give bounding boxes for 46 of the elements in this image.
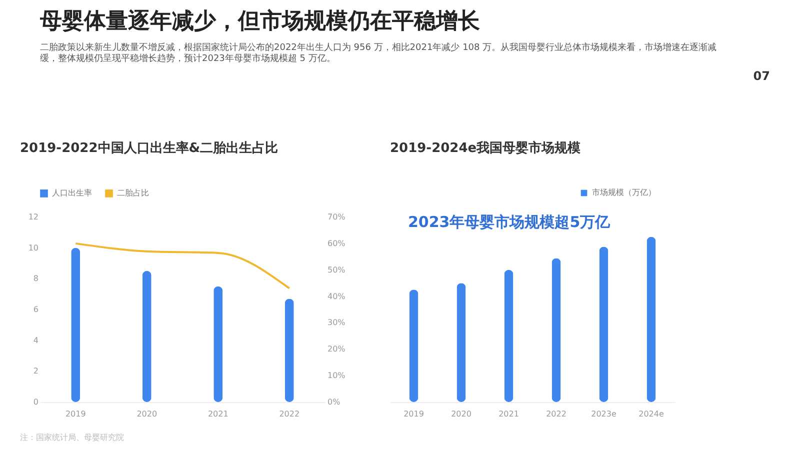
y-tick-label: 12 <box>28 212 38 222</box>
y-tick-label: 4 <box>33 336 38 345</box>
y2-tick-label: 40% <box>328 292 346 301</box>
bar <box>552 258 561 402</box>
y-tick-label: 10 <box>28 243 38 252</box>
x-tick-label: 2021 <box>498 410 519 418</box>
bar <box>142 270 152 402</box>
x-tick-label: 2023e <box>591 410 616 418</box>
bar <box>409 290 418 402</box>
chart-title: 2019-2024e我国母婴市场规模 <box>390 140 581 156</box>
x-tick-label: 2019 <box>65 410 86 418</box>
legend-label: 二胎占比 <box>117 188 149 198</box>
text: 2023年母婴市场规模超5万亿 <box>408 213 612 231</box>
text: 母婴体量逐年减少，但市场规模仍在平稳增长 <box>39 8 481 34</box>
x-tick-label: 2020 <box>136 410 158 418</box>
text: 注：国家统计局、母婴研究院 <box>20 433 124 442</box>
x-tick-label: 2020 <box>451 410 472 418</box>
y-tick-label: 6 <box>33 305 38 314</box>
y2-tick-label: 0% <box>328 398 341 406</box>
y2-tick-label: 70% <box>328 212 346 222</box>
y2-tick-label: 60% <box>328 238 346 248</box>
x-tick-label: 2019 <box>404 410 424 418</box>
line-series <box>74 242 290 290</box>
legend-label: 市场规模（万亿） <box>592 188 656 197</box>
y-tick-label: 0 <box>33 398 38 406</box>
x-tick-label: 2021 <box>208 410 228 418</box>
bar <box>456 283 466 402</box>
bar <box>599 246 608 402</box>
y-tick-label: 2 <box>33 366 38 376</box>
y2-tick-label: 10% <box>328 371 346 380</box>
bar <box>214 286 223 402</box>
y2-tick-label: 20% <box>328 344 346 354</box>
bar <box>646 236 656 402</box>
y-tick-label: 8 <box>33 274 38 284</box>
x-tick-label: 2022 <box>546 410 566 418</box>
legend-label: 人口出生率 <box>52 188 92 198</box>
x-tick-label: 2022 <box>279 410 300 418</box>
text: 07 <box>753 69 770 83</box>
x-tick-label: 2024e <box>638 410 664 418</box>
text: 二胎政策以来新生儿数量不增反减，根据国家统计局公布的2022年出生人口为 956 万，相比2021年减少 108 万。从我国母婴行业总体市场规模来看，市场增速在逐渐减缓，整体规模仍呈现平稳增长趋势，预计2023年母婴市场规模超 5 万亿。 <box>40 42 717 64</box>
y2-tick-label: 30% <box>328 318 346 328</box>
y2-tick-label: 50% <box>328 265 346 274</box>
bar <box>71 248 80 402</box>
bar <box>504 270 514 402</box>
bar <box>284 298 294 402</box>
chart-title: 2019-2022中国人口出生率&二胎出生占比 <box>20 140 278 156</box>
